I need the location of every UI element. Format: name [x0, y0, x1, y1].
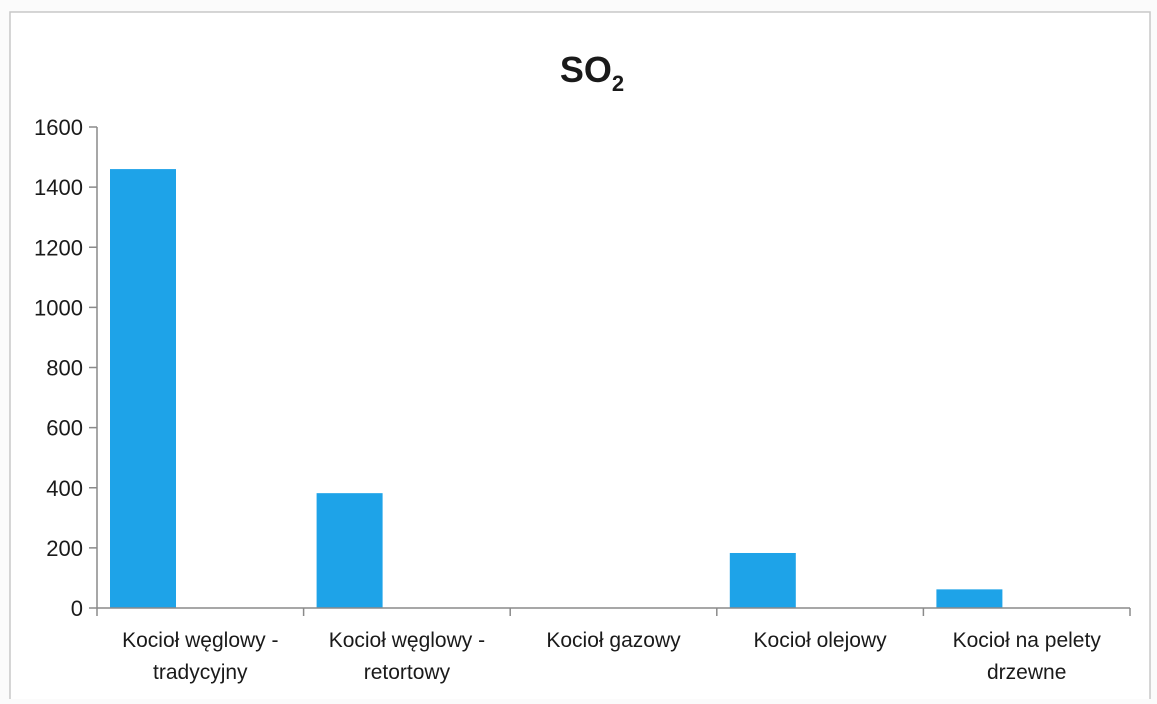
x-tick-label-line: drzewne [987, 661, 1066, 684]
x-tick-label-line: tradycyjny [153, 661, 248, 684]
bar [316, 493, 383, 608]
y-tick-label: 0 [71, 596, 83, 621]
y-tick-label: 1400 [34, 175, 83, 200]
chart-title-subscript: 2 [612, 71, 624, 96]
bar [936, 589, 1003, 608]
x-tick-label-line: Kocioł na pelety [953, 629, 1102, 652]
x-tick-label-line: retortowy [364, 661, 451, 684]
x-tick-label: Kocioł na pelety drzewne [953, 629, 1102, 684]
bars [110, 169, 1003, 608]
y-tick-label: 1000 [34, 295, 83, 320]
y-tick-label: 200 [46, 536, 83, 561]
chart-title: SO2 [560, 49, 624, 96]
x-tick-label-line: Kocioł węglowy - [122, 629, 278, 652]
bar [110, 169, 176, 608]
y-axis: 0 200 400 600 800 1000 1200 1400 1600 [34, 115, 98, 621]
y-tick-label: 400 [46, 476, 83, 501]
x-tick-label: Kocioł gazowy [546, 629, 681, 652]
y-tick-label: 600 [46, 416, 83, 441]
x-tick-label: Kocioł olejowy [754, 629, 888, 652]
chart-border [9, 11, 1151, 703]
x-tick-label: Kocioł węglowy - tradycyjny [122, 629, 278, 684]
y-tick-label: 800 [46, 356, 83, 381]
chart-title-main: SO [560, 49, 612, 90]
y-tick-label: 1600 [34, 115, 83, 140]
x-tick-label-line: Kocioł węglowy - [329, 629, 485, 652]
x-tick-label: Kocioł węglowy - retortowy [329, 629, 485, 684]
bar [729, 552, 796, 608]
x-tick-label-line: Kocioł gazowy [546, 629, 681, 652]
y-tick-label: 1200 [34, 235, 83, 260]
x-tick-label-line: Kocioł olejowy [754, 629, 888, 652]
